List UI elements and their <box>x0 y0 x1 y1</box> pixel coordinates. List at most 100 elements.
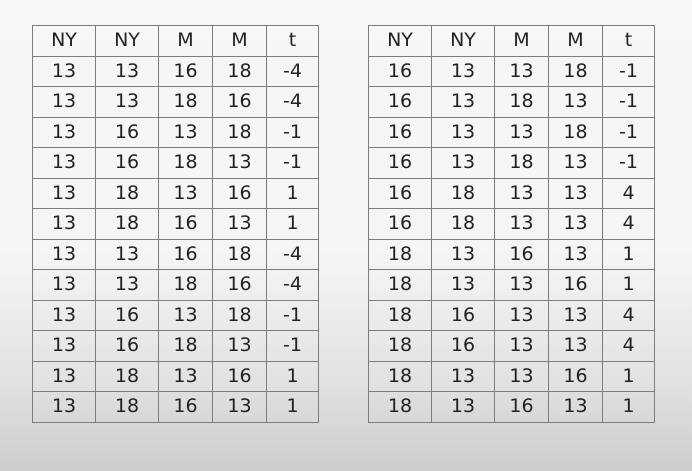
table-cell: -4 <box>266 238 319 270</box>
table-cell: 16 <box>212 86 267 118</box>
table-cell: 16 <box>368 147 432 179</box>
column-header: t <box>602 25 655 57</box>
column-header: NY <box>95 25 159 57</box>
table-cell: -1 <box>266 299 319 331</box>
table-cell: 1 <box>266 177 319 209</box>
table-cell: 16 <box>548 360 603 392</box>
table-cell: 13 <box>32 391 96 423</box>
table-cell: 18 <box>368 391 432 423</box>
table-cell: 13 <box>431 391 495 423</box>
table-cell: 16 <box>158 208 213 240</box>
table-cell: 13 <box>158 177 213 209</box>
table-cell: 13 <box>548 299 603 331</box>
table-cell: 13 <box>32 269 96 301</box>
table-cell: 18 <box>212 238 267 270</box>
table-cell: 13 <box>548 177 603 209</box>
table-cell: 1 <box>266 360 319 392</box>
table-cell: -1 <box>266 116 319 148</box>
table-cell: 16 <box>158 238 213 270</box>
table-cell: 13 <box>32 208 96 240</box>
table-cell: 18 <box>548 116 603 148</box>
table-row: 16 13 13 18 -1 <box>368 55 655 87</box>
table-cell: 18 <box>212 299 267 331</box>
table-cell: 13 <box>548 147 603 179</box>
table-cell: -4 <box>266 86 319 118</box>
table-row: 16 13 13 18 -1 <box>368 116 655 148</box>
table-cell: -1 <box>602 116 655 148</box>
table-cell: 13 <box>431 269 495 301</box>
table-row: 18 13 13 16 1 <box>368 269 655 301</box>
table-row: 13 13 18 16 -4 <box>32 86 319 118</box>
table-row: 13 18 16 13 1 <box>32 208 319 240</box>
column-header: M <box>548 25 603 57</box>
column-header: M <box>158 25 213 57</box>
table-cell: 18 <box>95 391 159 423</box>
table-cell: 13 <box>95 238 159 270</box>
table-cell: 13 <box>32 86 96 118</box>
table-cell: 16 <box>368 55 432 87</box>
table-cell: 13 <box>32 360 96 392</box>
table-row: 13 16 13 18 -1 <box>32 116 319 148</box>
table-row: 13 16 18 13 -1 <box>32 330 319 362</box>
table-row: 18 13 16 13 1 <box>368 238 655 270</box>
table-cell: 13 <box>548 208 603 240</box>
table-cell: 1 <box>266 391 319 423</box>
table-cell: 13 <box>548 86 603 118</box>
table-row: 13 18 13 16 1 <box>32 177 319 209</box>
table-cell: 13 <box>158 299 213 331</box>
table-cell: 13 <box>95 269 159 301</box>
table-cell: 18 <box>494 147 549 179</box>
table-row: 18 13 13 16 1 <box>368 360 655 392</box>
table-cell: 18 <box>368 299 432 331</box>
table-cell: 18 <box>548 55 603 87</box>
table-cell: 16 <box>368 208 432 240</box>
column-header: t <box>266 25 319 57</box>
table-cell: 18 <box>158 86 213 118</box>
table-cell: 13 <box>431 116 495 148</box>
table-cell: 13 <box>494 55 549 87</box>
table-cell: 18 <box>368 360 432 392</box>
table-cell: 13 <box>32 299 96 331</box>
table-cell: 16 <box>431 299 495 331</box>
column-header: NY <box>32 25 96 57</box>
table-cell: 13 <box>32 177 96 209</box>
table-cell: 13 <box>548 391 603 423</box>
table-cell: 16 <box>212 269 267 301</box>
table-cell: 16 <box>158 391 213 423</box>
table-cell: -4 <box>266 55 319 87</box>
table-cell: 13 <box>212 147 267 179</box>
table-cell: -1 <box>266 330 319 362</box>
table-cell: 16 <box>368 86 432 118</box>
table-cell: 13 <box>431 238 495 270</box>
column-header: NY <box>431 25 495 57</box>
table-cell: 13 <box>32 238 96 270</box>
table-cell: 18 <box>368 238 432 270</box>
table-cell: 1 <box>266 208 319 240</box>
table-cell: 13 <box>95 86 159 118</box>
table-cell: 13 <box>494 330 549 362</box>
table-cell: 18 <box>95 360 159 392</box>
table-cell: 16 <box>494 238 549 270</box>
table-cell: -1 <box>602 147 655 179</box>
table-cell: 13 <box>158 116 213 148</box>
table-row: 13 18 16 13 1 <box>32 391 319 423</box>
table-cell: 13 <box>548 238 603 270</box>
table-cell: 13 <box>494 269 549 301</box>
table-row: 13 16 18 13 -1 <box>32 147 319 179</box>
table-cell: 18 <box>212 116 267 148</box>
table-cell: 13 <box>431 360 495 392</box>
table-cell: 18 <box>158 147 213 179</box>
table-cell: 13 <box>212 391 267 423</box>
table-cell: 13 <box>32 116 96 148</box>
table-cell: -1 <box>602 55 655 87</box>
column-header: NY <box>368 25 432 57</box>
table-body: 16 13 13 18 -1 16 13 18 13 -1 16 13 13 18 -1 16 13 18 13 -1… <box>368 55 655 423</box>
table-cell: 1 <box>602 391 655 423</box>
table-cell: 16 <box>494 391 549 423</box>
table-cell: 16 <box>95 330 159 362</box>
table-cell: 4 <box>602 177 655 209</box>
table-cell: 16 <box>368 177 432 209</box>
